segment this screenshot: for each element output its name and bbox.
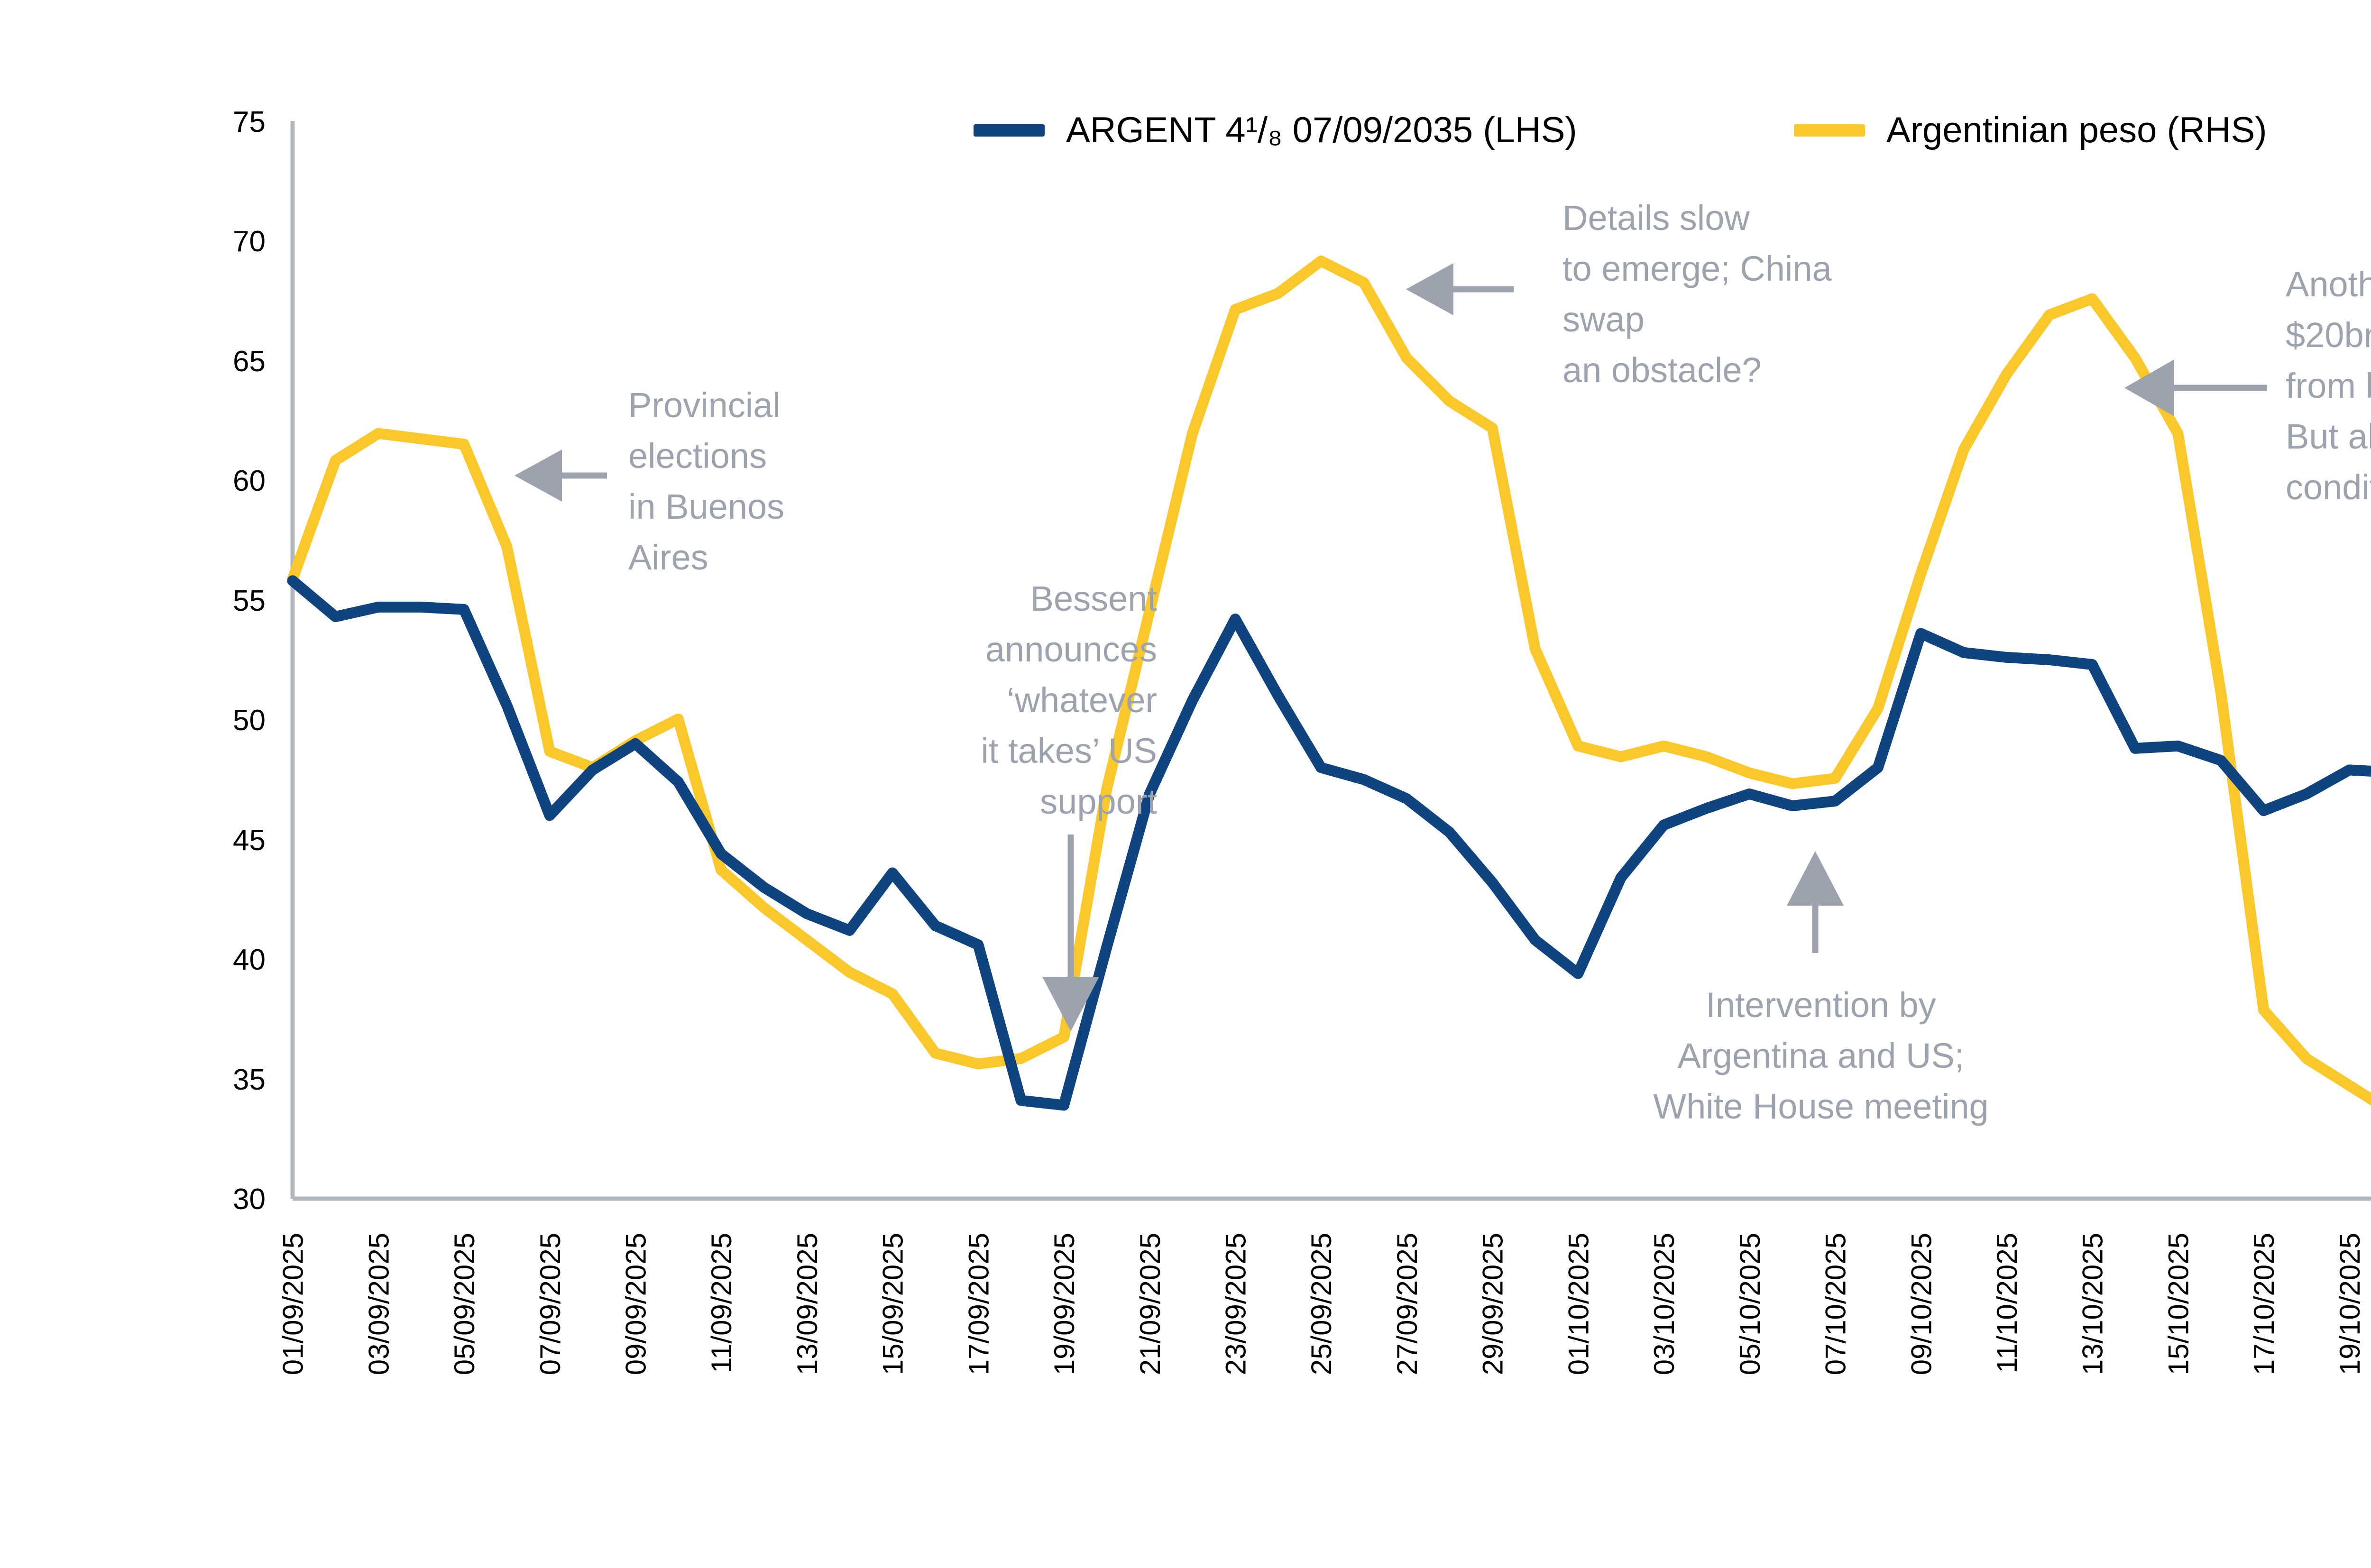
annotation-provincial-elections: Provincial elections in Buenos Aires: [515, 385, 784, 577]
legend: ARGENT 4¹/₈ 07/09/2035 (LHS) Argentinian…: [974, 110, 2267, 150]
annotation-line: conditional.: [2286, 468, 2371, 507]
x-tick-label: 05/09/2025: [449, 1233, 480, 1375]
annotation-line: Provincial: [628, 385, 781, 425]
annotation-line: Bessent: [1030, 579, 1158, 618]
x-tick-label: 17/10/2025: [2248, 1233, 2280, 1375]
series-line-bond: [287, 575, 2371, 1111]
x-tick-label: 13/09/2025: [791, 1233, 823, 1375]
annotation-intervention: Intervention by Argentina and US; White …: [1653, 851, 1989, 1126]
x-tick-label: 03/09/2025: [363, 1233, 395, 1375]
x-tick-label: 11/09/2025: [706, 1233, 737, 1373]
x-tick-label: 03/10/2025: [1648, 1233, 1680, 1375]
x-tick-label: 07/10/2025: [1820, 1233, 1852, 1375]
annotation-line: Argentina and US;: [1678, 1036, 1965, 1075]
annotation-details-slow: Details slow to emerge; China swap an ob…: [1406, 198, 1832, 390]
annotation-another-20bn: Another $20bn from banks? But all condit…: [2124, 265, 2371, 507]
x-tick-label: 09/10/2025: [1905, 1233, 1937, 1375]
annotation-line: from banks?: [2286, 366, 2371, 405]
legend-label-bond: ARGENT 4¹/₈ 07/09/2035 (LHS): [1066, 110, 1577, 150]
left-axis-ticks: 75 70 65 60 55 50 45 40 35 30: [233, 106, 266, 1216]
annotation-line: it takes’ US: [981, 731, 1157, 770]
x-tick-label: 21/09/2025: [1134, 1233, 1166, 1375]
annotation-line: Another: [2286, 265, 2371, 304]
left-tick-label: 65: [233, 345, 266, 378]
x-tick-label: 29/09/2025: [1477, 1233, 1509, 1375]
x-tick-label: 01/09/2025: [277, 1233, 309, 1375]
annotation-line: Aires: [628, 538, 708, 577]
series-line-peso: [287, 256, 2371, 1106]
annotation-line: support: [1040, 782, 1157, 821]
annotation-line: $20bn: [2286, 315, 2371, 355]
x-tick-label: 19/10/2025: [2334, 1233, 2366, 1375]
annotation-bessent-support: Bessent announces ‘whatever it takes’ US…: [981, 579, 1158, 1031]
left-tick-label: 55: [233, 585, 266, 617]
annotation-arrow-head-left-icon: [2124, 359, 2174, 416]
left-tick-label: 70: [233, 225, 266, 258]
x-tick-label: 23/09/2025: [1220, 1233, 1252, 1375]
x-tick-label: 17/09/2025: [963, 1233, 994, 1375]
left-tick-label: 75: [233, 106, 266, 138]
left-tick-label: 35: [233, 1064, 266, 1096]
annotation-arrow-head-down-icon: [1042, 977, 1099, 1031]
annotation-arrow-head-left-icon: [515, 449, 562, 502]
left-tick-label: 45: [233, 824, 266, 857]
annotation-line: elections: [628, 436, 767, 476]
x-tick-label: 27/09/2025: [1391, 1233, 1423, 1375]
annotation-line: swap: [1562, 300, 1645, 339]
annotation-line: ‘whatever: [1007, 680, 1157, 720]
annotation-line: in Buenos: [628, 487, 784, 526]
left-tick-label: 60: [233, 465, 266, 497]
x-tick-label: 15/10/2025: [2162, 1233, 2194, 1375]
left-tick-label: 40: [233, 944, 266, 976]
x-tick-label: 07/09/2025: [534, 1233, 566, 1375]
x-tick-label: 05/10/2025: [1734, 1233, 1766, 1375]
left-tick-label: 50: [233, 704, 266, 737]
legend-swatch-bond: [974, 124, 1045, 137]
x-tick-label: 09/09/2025: [620, 1233, 652, 1375]
x-tick-label: 15/09/2025: [877, 1233, 909, 1375]
annotation-line: announces: [985, 630, 1157, 669]
legend-label-peso: Argentinian peso (RHS): [1886, 110, 2267, 150]
x-tick-label: 19/09/2025: [1048, 1233, 1080, 1375]
annotation-arrow-head-up-icon: [1787, 851, 1844, 906]
legend-swatch-peso: [1794, 124, 1865, 137]
annotation-arrow-head-left-icon: [1406, 263, 1453, 315]
annotation-line: White House meeting: [1653, 1087, 1988, 1126]
x-tick-label: 25/09/2025: [1305, 1233, 1337, 1375]
left-tick-label: 30: [233, 1183, 266, 1216]
x-tick-label: 01/10/2025: [1562, 1233, 1594, 1375]
x-tick-label: 13/10/2025: [2077, 1233, 2109, 1375]
annotation-line: Details slow: [1562, 198, 1750, 238]
annotation-line: Intervention by: [1706, 985, 1936, 1025]
x-tick-label: 11/10/2025: [1991, 1233, 2023, 1373]
annotation-line: to emerge; China: [1562, 249, 1832, 288]
x-axis-ticks: 01/09/2025 03/09/2025 05/09/2025 07/09/2025…: [277, 1233, 2366, 1375]
annotation-line: an obstacle?: [1562, 350, 1762, 390]
annotation-line: But all: [2286, 417, 2371, 456]
